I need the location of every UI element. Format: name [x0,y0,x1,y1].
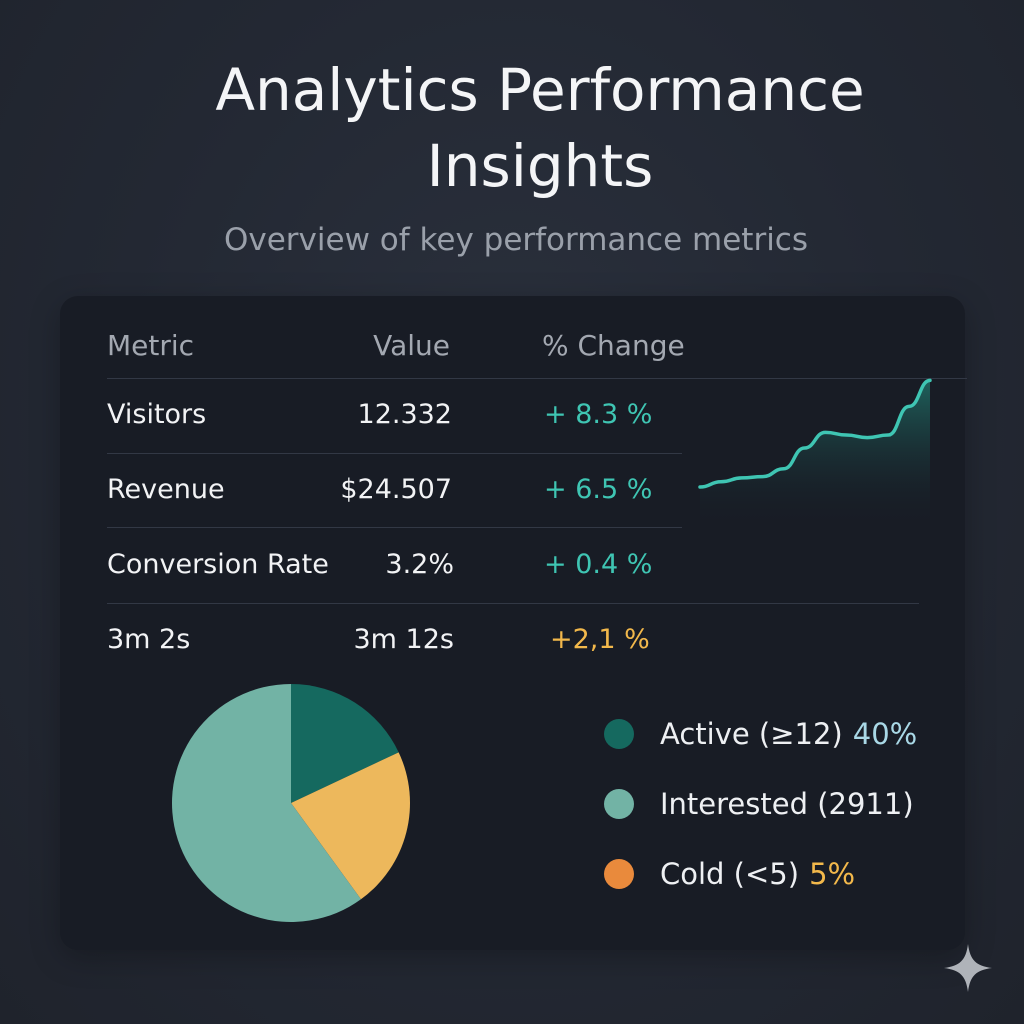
sparkline-line [698,378,932,489]
table-row-metric: 3m 2s [107,624,191,655]
table-row-change: + 0.4 % [544,549,653,580]
legend-label: Cold (<5) [660,857,800,891]
table-row-change: + 8.3 % [544,399,653,430]
page-title: Analytics Performance Insights [0,52,1024,204]
legend-item-active: Active (≥12) 40% [604,714,917,754]
table-row-value: 12.332 [357,399,452,430]
column-header-value: Value [373,329,450,362]
table-row-change: + 6.5 % [544,474,653,505]
page-title-line-2: Insights [426,132,654,200]
legend-label: Active (≥12) [660,717,843,751]
row-divider [107,453,682,454]
table-row-metric: Revenue [107,474,225,505]
table-row-value: $24.507 [340,474,452,505]
pie-slice-cold [291,752,410,900]
sparkle-icon [944,944,992,992]
legend-swatch [604,789,634,819]
legend-value: 5% [809,857,856,891]
legend-swatch [604,719,634,749]
legend-label: Interested (2911) [660,787,914,821]
row-divider [107,603,919,604]
legend-item-interested: Interested (2911) [604,784,924,824]
column-header-metric: Metric [107,329,195,362]
legend-swatch [604,859,634,889]
table-row-value: 3m 12s [353,624,455,655]
table-row-value: 3.2% [385,549,454,580]
table-row-metric: Visitors [107,399,207,430]
legend-item-cold: Cold (<5) 5% [604,854,855,894]
header-divider [107,378,967,379]
page-subtitle: Overview of key performance metrics [223,222,809,258]
pie-slice-interested [172,684,361,922]
sparkline-chart [698,378,932,530]
table-row-change: +2,1 % [550,624,650,655]
row-divider [107,527,682,528]
column-header-change: % Change [542,329,685,362]
page-title-line-1: Analytics Performance [215,56,865,124]
pie-slice-active [291,684,399,803]
pie-chart [172,684,410,922]
table-row-metric: Conversion Rate [107,549,329,580]
sparkline-area [700,380,930,530]
legend-value: 40% [852,717,918,751]
